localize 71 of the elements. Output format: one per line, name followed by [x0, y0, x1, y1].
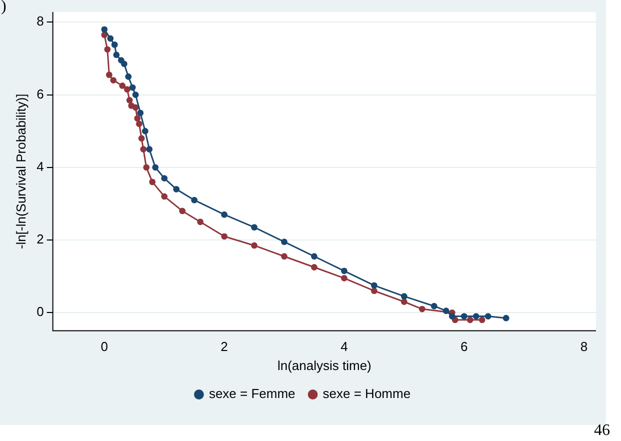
point: [119, 82, 126, 89]
point: [418, 306, 426, 312]
point: [478, 316, 486, 324]
point: [161, 193, 168, 200]
legend-label: sexe = Homme: [322, 386, 411, 402]
point: [442, 308, 450, 314]
point: [101, 26, 108, 33]
point: [251, 224, 258, 231]
point: [502, 314, 510, 322]
legend-label: sexe = Femme: [208, 386, 296, 402]
point: [104, 46, 111, 53]
point: [179, 208, 186, 214]
point: [129, 84, 136, 91]
point: [430, 302, 438, 310]
point: [197, 218, 204, 226]
point: [281, 238, 288, 246]
x-tick-label: 0: [100, 339, 108, 354]
point: [140, 146, 147, 152]
x-axis-title: ln(analysis time): [277, 358, 372, 373]
point: [106, 72, 112, 78]
x-tick-label: 8: [580, 339, 588, 354]
point: [126, 97, 133, 104]
point: [143, 164, 150, 171]
point: [311, 253, 318, 260]
x-tick-label: 2: [220, 339, 228, 354]
y-tick-label: 0: [36, 304, 44, 320]
point: [113, 52, 120, 58]
point: [132, 92, 139, 98]
point: [221, 211, 228, 218]
point: [138, 135, 145, 142]
point: [370, 282, 378, 289]
point: [152, 164, 159, 171]
y-tick-label: 2: [36, 232, 44, 247]
point: [311, 264, 318, 270]
point: [107, 35, 114, 42]
point: [134, 115, 141, 122]
text: 46: [594, 422, 610, 440]
point: [125, 73, 132, 80]
point: [251, 242, 258, 249]
point: [448, 313, 456, 320]
point: [341, 274, 348, 282]
y-tick-label: 4: [36, 158, 44, 174]
point: [341, 268, 348, 274]
text: ): [1, 0, 6, 16]
point: [466, 316, 474, 324]
x-tick-label: 6: [460, 339, 468, 354]
point: [400, 298, 408, 305]
point: [137, 110, 144, 116]
point: [460, 313, 468, 320]
point: [281, 253, 288, 260]
point: [110, 77, 117, 84]
x-tick-label: 4: [340, 339, 348, 354]
point: [111, 41, 118, 48]
point: [142, 128, 148, 134]
point: [191, 196, 198, 204]
point: [146, 146, 153, 152]
y-tick-label: 6: [36, 86, 44, 102]
point: [221, 233, 228, 240]
point: [132, 104, 139, 111]
point: [161, 175, 168, 182]
point: [370, 288, 378, 294]
point: [120, 60, 128, 68]
point: [400, 293, 408, 300]
y-tick-label: 8: [36, 14, 44, 29]
point: [136, 120, 142, 128]
y-axis-title: -ln[-ln(Survival Probability)]: [13, 94, 28, 250]
point: [484, 313, 492, 320]
point: [173, 186, 180, 192]
point: [472, 313, 480, 320]
point: [124, 86, 130, 93]
point: [149, 178, 156, 186]
